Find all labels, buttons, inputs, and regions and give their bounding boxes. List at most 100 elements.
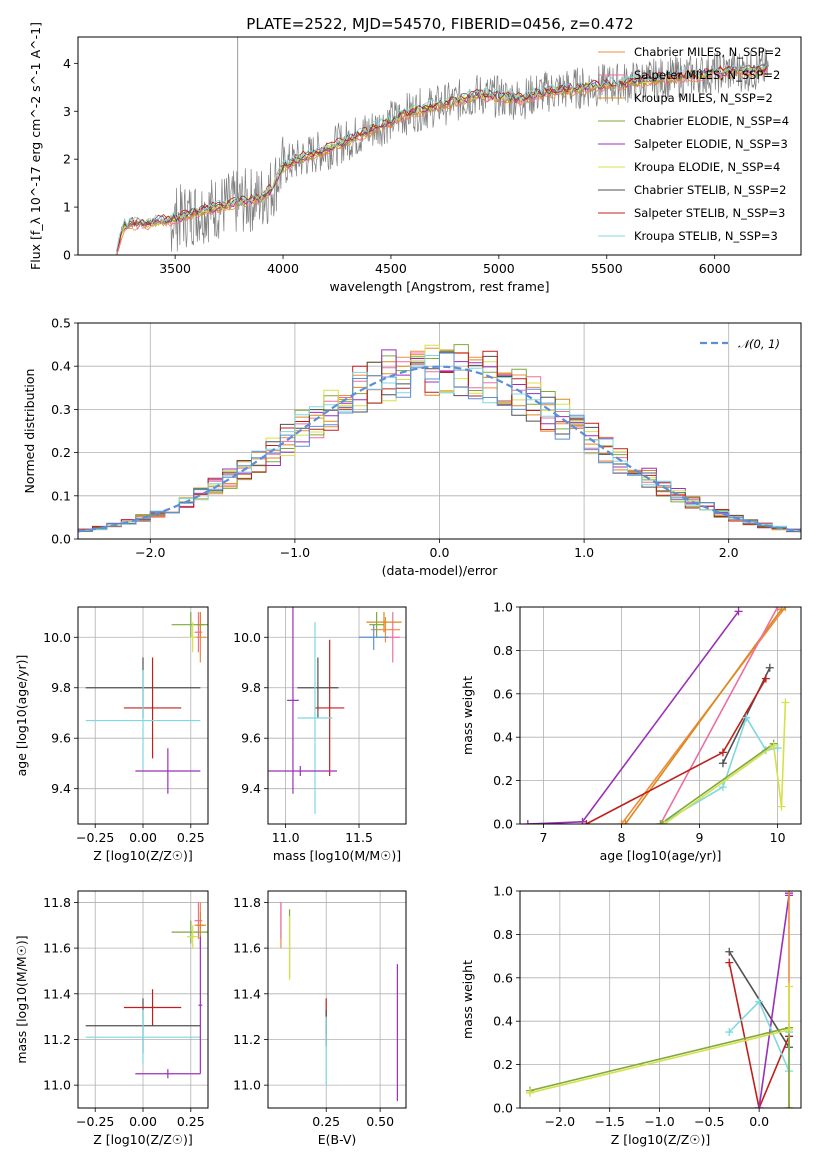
y-tick-label: 11.8 <box>233 895 261 910</box>
errorbar-point <box>196 911 205 939</box>
massweight-point-marker <box>718 783 727 792</box>
errorbar-point <box>366 612 402 633</box>
massweight-series-line <box>624 608 783 824</box>
y-tick-label: 0.1 <box>51 488 71 503</box>
errorbar-point <box>287 607 299 794</box>
errorbar-point <box>85 1009 201 1065</box>
massweight-point-marker <box>621 820 630 824</box>
y-axis-label: Flux [f_λ 10^-17 erg cm^-2 s^-1 A^-1] <box>28 22 43 270</box>
y-tick-label: 9.4 <box>241 781 261 796</box>
y-axis-label: Normed distribution <box>22 369 37 494</box>
errorbar-point <box>194 612 203 653</box>
spectrum-plot: 3500 4000 4500 5000 5500 6000 0 1 2 3 4 wavelength … <box>28 22 802 294</box>
massweight-point-marker <box>785 891 794 895</box>
plot-area <box>85 612 208 794</box>
axes-frame <box>519 890 802 1109</box>
y-axis-label: age [log10(age/yr)] <box>14 655 29 777</box>
y-tick-label: 0 <box>63 248 71 263</box>
x-axis-label: mass [log10(M/M☉)] <box>273 848 401 863</box>
axes-frame <box>77 36 802 256</box>
errorbar-point <box>194 902 203 939</box>
legend-entry: Kroupa ELODIE, N_SSP=4 <box>634 160 780 174</box>
y-tick-label: 0.2 <box>493 1057 513 1072</box>
y-tick-label: 0.0 <box>493 1101 513 1116</box>
massweight-point-marker <box>781 698 790 707</box>
x-tick-label: 0.0 <box>749 1114 769 1129</box>
y-tick-label: 11.0 <box>233 1078 261 1093</box>
y-tick-label: 11.6 <box>233 941 261 956</box>
x-tick-label: 8 <box>617 830 625 845</box>
legend-entry: Chabrier ELODIE, N_SSP=4 <box>634 114 789 128</box>
mass-vs-extinction-plot: 0.25 0.50 11.0 11.2 11.4 11.6 11.8 E(B-V) <box>233 890 407 1147</box>
legend-entry: Kroupa MILES, N_SSP=2 <box>634 91 773 105</box>
y-tick-label: 0.0 <box>51 532 71 547</box>
figure-title: PLATE=2522, MJD=54570, FIBERID=0456, z=0… <box>246 15 633 33</box>
x-tick-label: 0.25 <box>177 1114 205 1129</box>
massweight-point-marker <box>755 1104 764 1108</box>
y-tick-label: 1 <box>63 200 71 215</box>
x-tick-label: 11.5 <box>345 830 373 845</box>
axes-frame <box>77 606 209 825</box>
y-tick-label: 0.4 <box>493 730 513 745</box>
massweight-point-marker <box>525 1088 534 1097</box>
y-tick-label: 4 <box>63 56 71 71</box>
x-tick-label: 0.0 <box>430 545 450 560</box>
y-tick-label: 10.0 <box>43 630 71 645</box>
y-tick-label: 0.3 <box>51 402 71 417</box>
x-tick-label: 5500 <box>591 261 623 276</box>
y-tick-label: 0.6 <box>493 686 513 701</box>
y-tick-label: 10.0 <box>233 630 261 645</box>
axes-frame <box>267 606 407 825</box>
y-axis-label: mass weight <box>460 676 475 755</box>
errorbar-point <box>171 920 208 944</box>
x-tick-label: 7 <box>539 830 547 845</box>
massweight-point-marker <box>617 820 626 824</box>
massweight-point-marker <box>656 820 665 824</box>
x-tick-label: 6000 <box>699 261 731 276</box>
x-tick-label: 3500 <box>159 261 191 276</box>
errorbar-point <box>171 612 208 638</box>
y-tick-label: 9.6 <box>51 731 71 746</box>
y-tick-label: 11.2 <box>43 1032 71 1047</box>
x-axis-label: Z [log10(Z/Z☉)] <box>93 848 193 863</box>
massweight-point-marker <box>523 820 532 824</box>
x-tick-label: −1.5 <box>595 1114 625 1129</box>
massweight-point-marker <box>718 748 727 757</box>
x-axis-label: Z [log10(Z/Z☉)] <box>611 1132 711 1147</box>
massweight-point-marker <box>785 1104 794 1108</box>
age-vs-mass-plot: 11.0 11.5 9.4 9.6 9.8 10.0 mass [log10(M/M☉)] <box>233 606 407 863</box>
x-tick-label: 9 <box>696 830 704 845</box>
plot-area <box>78 344 801 539</box>
x-tick-label: −1.0 <box>280 545 310 560</box>
massweight-series-line <box>758 893 790 1108</box>
plot-area <box>280 902 398 1102</box>
y-tick-label: 9.6 <box>241 731 261 746</box>
massweight-point-marker <box>725 947 734 956</box>
x-tick-label: −1.0 <box>644 1114 674 1129</box>
x-tick-label: 0.00 <box>129 1114 157 1129</box>
plot-area <box>523 607 790 824</box>
massweight-point-marker <box>718 759 727 768</box>
massweight-point-marker <box>761 674 770 683</box>
x-tick-label: 10 <box>770 830 786 845</box>
y-tick-label: 0.0 <box>493 817 513 832</box>
residual-histogram-plot: −2.0 −1.0 0.0 1.0 2.0 0.0 0.1 0.2 0.3 0.4 0.5 (data… <box>22 316 802 578</box>
y-tick-label: 11.0 <box>43 1078 71 1093</box>
massweight-series-line <box>660 715 778 824</box>
plot-area <box>85 902 208 1079</box>
age-vs-metallicity-plot: −0.25 0.00 0.25 9.4 9.6 9.8 10.0 Z [log10(Z/Z☉)… <box>14 606 209 863</box>
residual-histogram-series <box>78 352 801 539</box>
legend-entry: Chabrier STELIB, N_SSP=2 <box>634 183 786 197</box>
plot-area <box>268 607 402 814</box>
axes-frame <box>77 322 802 540</box>
massweight-series-line <box>527 610 740 824</box>
massweight-series-line <box>660 743 775 824</box>
plot-area <box>116 37 769 255</box>
massweight-series-line <box>728 962 790 1108</box>
x-tick-label: 5000 <box>483 261 515 276</box>
massweight-point-marker <box>773 607 782 611</box>
errorbar-point <box>297 622 333 814</box>
x-tick-label: 1.0 <box>574 545 594 560</box>
y-tick-label: 9.8 <box>51 680 71 695</box>
